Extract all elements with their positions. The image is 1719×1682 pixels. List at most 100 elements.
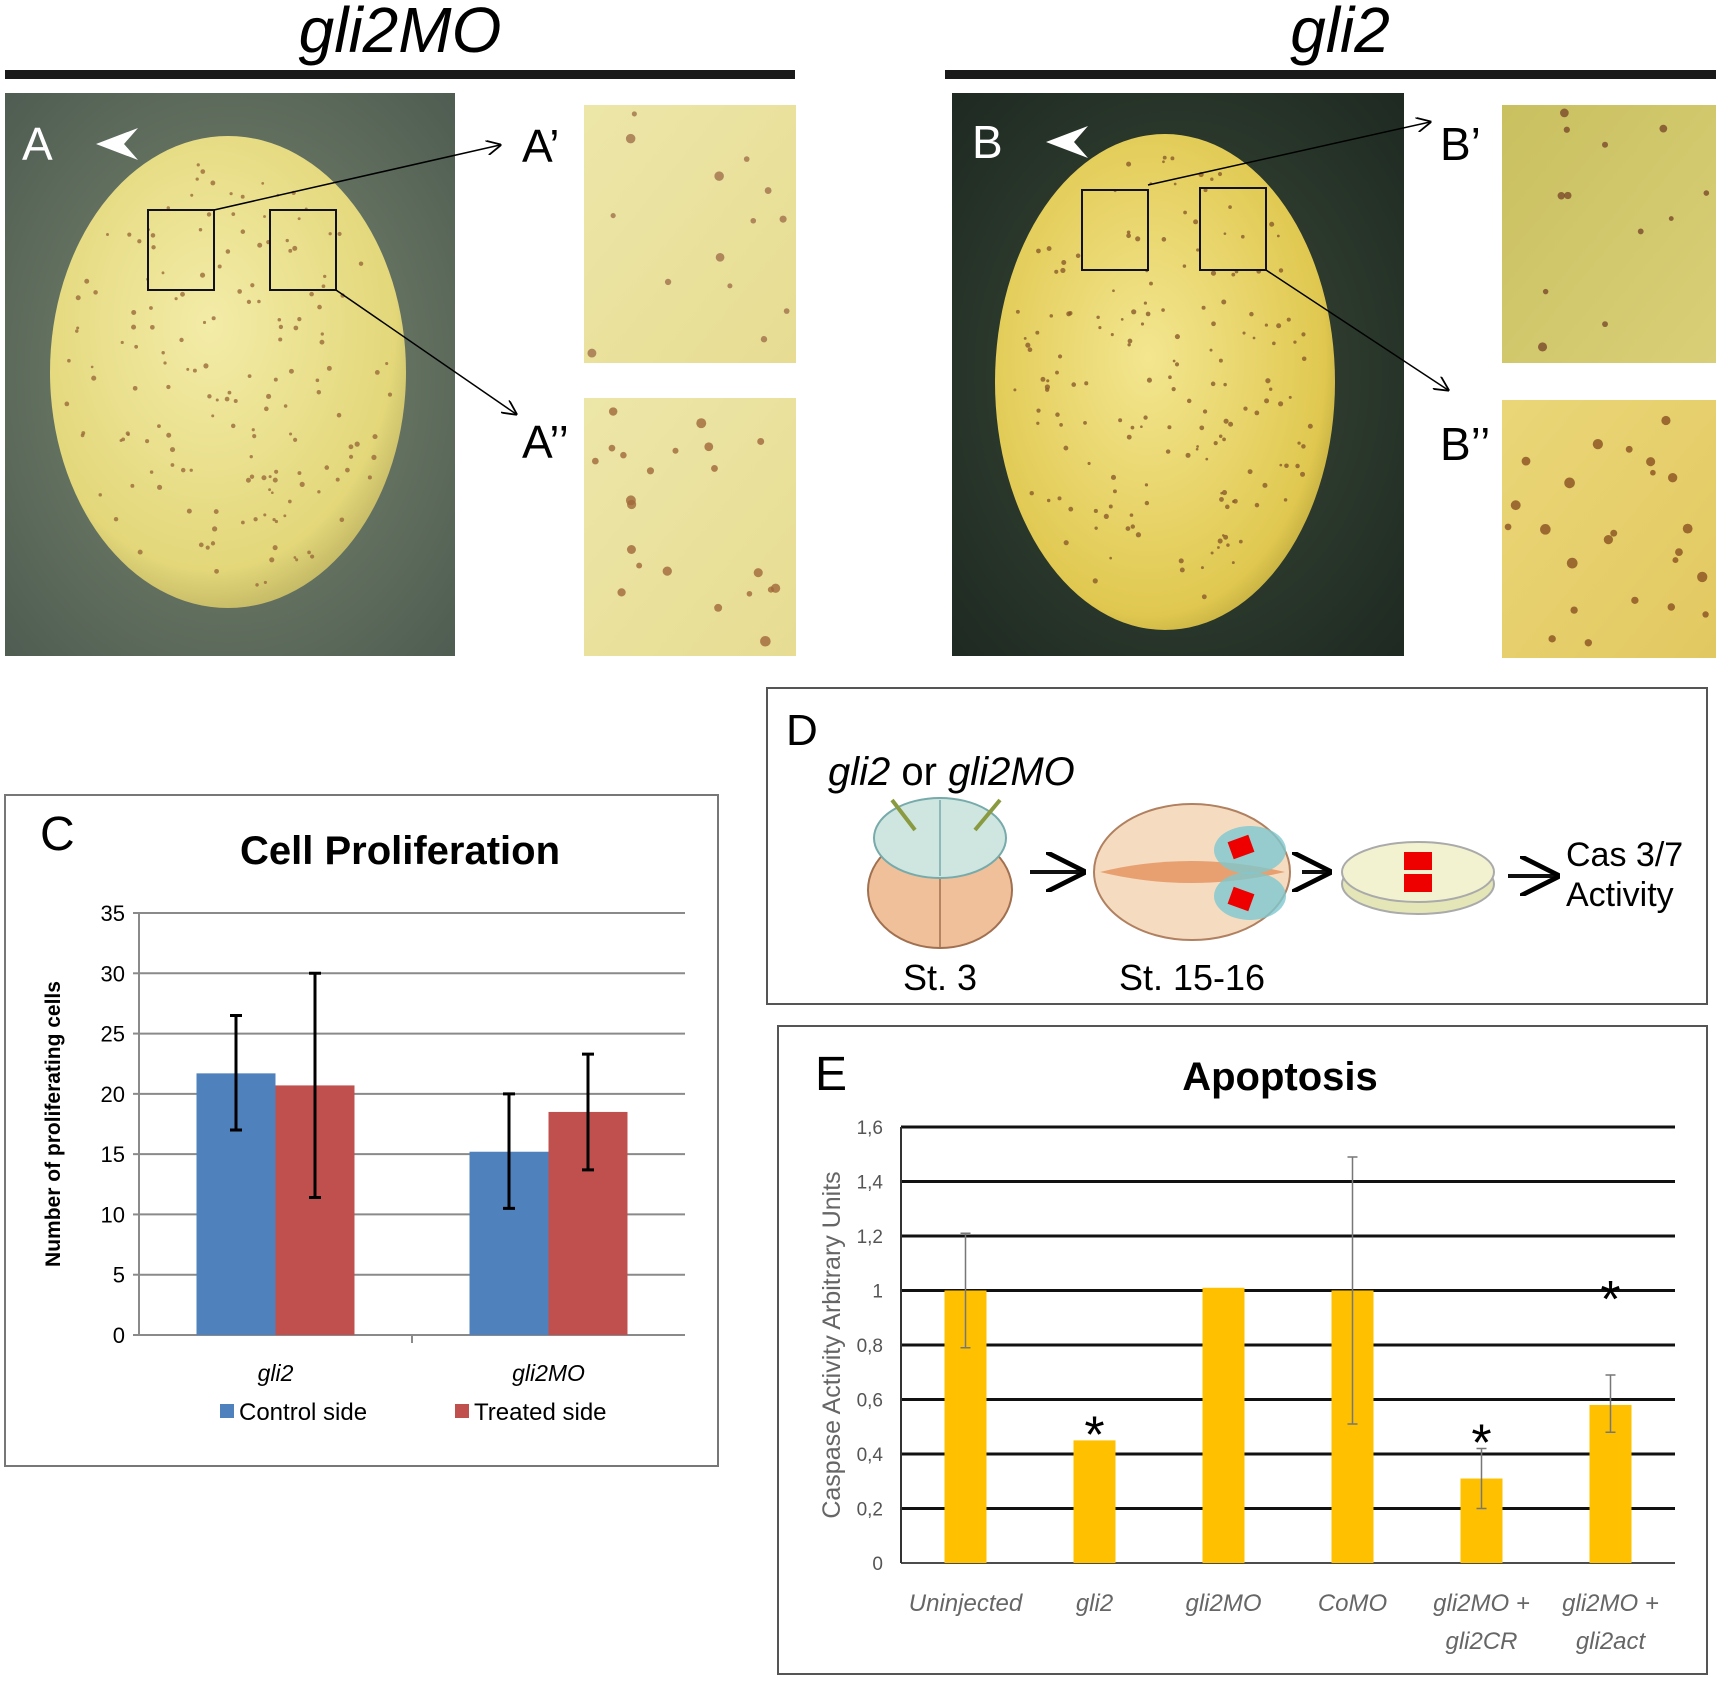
error-bar	[960, 1232, 971, 1349]
cell-dot	[1167, 425, 1172, 430]
cell-dot	[1218, 434, 1223, 438]
y-tick-label: 0,8	[857, 1336, 883, 1357]
cell-dot	[1193, 219, 1199, 225]
cell-dot	[662, 566, 672, 576]
cell-dot	[1112, 289, 1115, 293]
cell-dot	[714, 171, 724, 181]
cell-dot	[1196, 445, 1199, 448]
cell-dot	[67, 358, 71, 363]
cell-dot	[299, 481, 305, 487]
cell-dot	[1231, 561, 1235, 565]
cell-dot	[672, 447, 679, 454]
panel-d-title: gli2 or gli2MO	[828, 750, 1075, 794]
cell-dot	[324, 465, 330, 470]
cell-dot	[1631, 596, 1639, 604]
cell-dot	[1036, 248, 1041, 254]
cell-dot	[166, 432, 172, 438]
stage-2-label: St. 15-16	[1119, 957, 1265, 998]
cell-dot	[240, 520, 245, 525]
bar	[1202, 1287, 1245, 1563]
cell-dot	[272, 477, 278, 483]
cell-dot	[1210, 177, 1214, 181]
cell-dot	[1092, 578, 1098, 584]
cell-dot	[272, 545, 278, 551]
cell-dot	[760, 635, 771, 647]
cell-dot	[1145, 311, 1151, 317]
cell-dot	[75, 329, 79, 333]
cell-dot	[1027, 347, 1033, 353]
cell-dot	[166, 384, 171, 390]
cell-dot	[266, 393, 272, 399]
cell-dot	[746, 590, 753, 597]
x-tick-label: Uninjected	[909, 1590, 1023, 1617]
cell-dot	[249, 454, 253, 459]
cell-dot	[1135, 532, 1142, 538]
cell-dot	[1161, 308, 1165, 312]
cell-dot	[1118, 418, 1123, 423]
cell-dot	[310, 554, 315, 559]
cell-dot	[1672, 557, 1679, 564]
cell-dot	[1218, 358, 1223, 363]
cell-dot	[125, 431, 130, 436]
cell-dot	[1087, 461, 1091, 466]
x-tick-label: gli2	[258, 1360, 294, 1386]
cell-dot	[1045, 387, 1050, 392]
cell-dot	[1071, 382, 1077, 387]
cell-dot	[295, 558, 299, 562]
cell-dot	[715, 252, 725, 262]
cell-dot	[1637, 228, 1644, 235]
inset-b1-label: B’	[1440, 118, 1481, 170]
cell-dot	[1126, 161, 1132, 167]
cell-dot	[1301, 444, 1306, 449]
cell-dot	[1252, 336, 1256, 340]
cell-dot	[1093, 508, 1098, 513]
inset-a2-label: A’’	[522, 416, 569, 468]
cell-dot	[283, 404, 288, 408]
cell-dot	[274, 519, 279, 524]
cell-dot	[337, 231, 342, 236]
y-tick-label: 35	[101, 901, 125, 926]
cell-dot	[1179, 567, 1185, 573]
arrow-to-b1	[1147, 122, 1430, 186]
cell-dot	[1213, 440, 1218, 446]
arrow-to-a2	[335, 289, 516, 414]
cell-dot	[1521, 456, 1531, 466]
cell-dot	[1223, 418, 1229, 424]
panel-e-label: E	[815, 1048, 847, 1101]
cell-dot	[263, 580, 267, 584]
cell-dot	[1178, 558, 1184, 564]
cell-dot	[1130, 524, 1135, 529]
cell-dot	[1602, 141, 1609, 148]
cell-dot	[1210, 381, 1216, 387]
readout-line1: Cas 3/7	[1566, 836, 1683, 874]
cell-dot	[750, 217, 757, 224]
cell-dot	[627, 499, 637, 510]
panel-a-label: A	[22, 118, 53, 170]
cell-dot	[1140, 322, 1145, 326]
cell-dot	[250, 283, 255, 288]
cell-dot	[1046, 246, 1052, 252]
cell-dot	[779, 215, 787, 223]
y-tick-label: 1,6	[857, 1118, 883, 1139]
cell-dot	[207, 394, 212, 399]
cell-dot	[205, 545, 210, 550]
cell-dot	[317, 490, 321, 494]
cell-dot	[1057, 354, 1063, 359]
cell-dot	[1566, 557, 1578, 569]
cell-dot	[1659, 124, 1668, 133]
cell-dot	[387, 392, 393, 397]
cell-dot	[161, 271, 165, 275]
cell-dot	[212, 526, 218, 532]
cell-dot	[1025, 342, 1031, 348]
cell-dot	[1205, 457, 1209, 461]
significance-asterisk: *	[1084, 1406, 1104, 1464]
cell-dot	[1140, 425, 1143, 429]
cell-dot	[1162, 160, 1165, 164]
cell-dot	[636, 562, 643, 569]
legend-swatch	[220, 1404, 234, 1418]
x-tick-label: gli2CR	[1445, 1628, 1517, 1655]
cell-dot	[1564, 477, 1575, 489]
cell-dot	[288, 499, 292, 504]
y-tick-label: 1	[872, 1282, 883, 1303]
cell-dot	[76, 326, 80, 330]
